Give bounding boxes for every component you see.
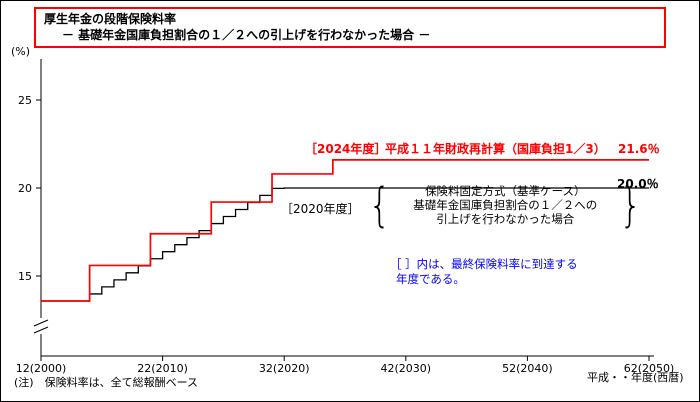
bracket-note-line1: ［ ］内は、最終保険料率に到達する bbox=[390, 257, 578, 271]
red-series-label: 平成１１年財政再計算（国庫負担1／3） bbox=[385, 142, 606, 156]
red-final-value: 21.6％ bbox=[618, 142, 660, 156]
chart-title-box: 厚生年金の段階保険料率 － 基礎年金国庫負担割合の１／２への引上げを行わなかった… bbox=[34, 7, 666, 48]
black-final-value: 20.0％ bbox=[617, 177, 659, 191]
left-brace: { bbox=[368, 178, 391, 232]
red-final-year-label: ［2024年度］ bbox=[305, 142, 387, 156]
black-series-line2: 基礎年金国庫負担割合の１／２への bbox=[413, 198, 598, 212]
axis-break-mark bbox=[33, 326, 49, 334]
x-tick-label: 12(2000) bbox=[16, 362, 67, 375]
x-axis-unit-label: 平成・・年度(西暦) bbox=[587, 371, 684, 384]
axis-break-mark bbox=[33, 319, 49, 327]
x-tick-label: 32(2020) bbox=[259, 362, 310, 375]
black-final-year-label: ［2020年度］ bbox=[281, 202, 360, 216]
x-tick-label: 42(2030) bbox=[381, 362, 432, 375]
y-tick-label: 15 bbox=[18, 270, 32, 283]
right-brace: } bbox=[619, 178, 642, 232]
y-tick-label: 20 bbox=[18, 182, 32, 195]
series-line-h11-recalculation bbox=[41, 158, 649, 302]
bracket-note-line2: 年度である。 bbox=[396, 272, 465, 286]
chart-title-line2: － 基礎年金国庫負担割合の１／２への引上げを行わなかった場合 － bbox=[62, 28, 431, 42]
x-tick-label: 52(2040) bbox=[502, 362, 553, 375]
x-tick-label: 62(2050) bbox=[624, 362, 675, 375]
chart-title-line1: 厚生年金の段階保険料率 bbox=[44, 12, 177, 26]
black-series-line1: 保険料固定方式（基準ケース） bbox=[425, 184, 586, 198]
y-tick-label: 25 bbox=[18, 94, 32, 107]
black-series-description: 保険料固定方式（基準ケース） 基礎年金国庫負担割合の１／２への 引上げを行わなか… bbox=[394, 184, 616, 226]
x-tick-label: 22(2010) bbox=[137, 362, 188, 375]
footnote: (注) 保険料率は、全て総報酬ベース bbox=[14, 376, 199, 389]
bracket-explanation-note: ［ ］内は、最終保険料率に到達する 年度である。 bbox=[390, 257, 578, 287]
black-series-line3: 引上げを行わなかった場合 bbox=[436, 212, 575, 226]
black-series-description-group: { 保険料固定方式（基準ケース） 基礎年金国庫負担割合の１／２への 引上げを行わ… bbox=[365, 178, 646, 232]
y-axis-unit-label: (%) bbox=[11, 45, 31, 58]
